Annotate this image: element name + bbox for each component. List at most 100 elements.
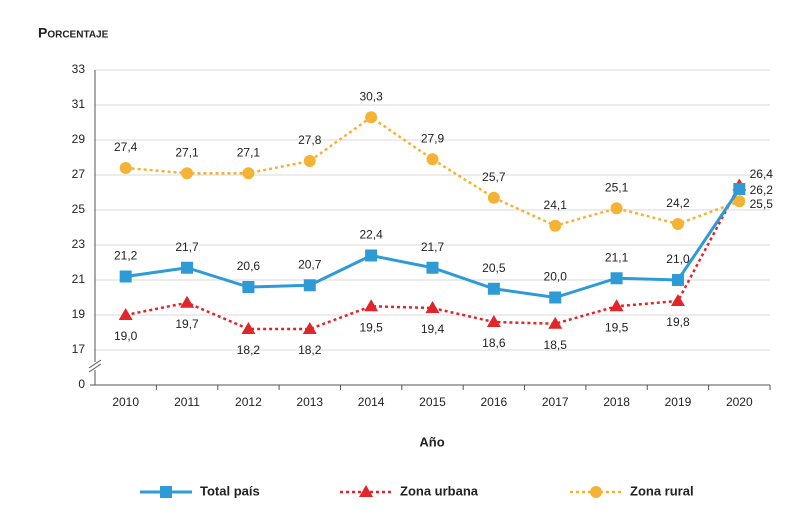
legend-label: Zona urbana: [400, 483, 479, 498]
marker: [671, 274, 684, 286]
marker: [425, 301, 440, 313]
marker: [242, 167, 255, 180]
marker: [302, 322, 317, 334]
x-tick-label: 2012: [235, 395, 262, 409]
data-label: 21,7: [421, 240, 445, 254]
data-label: 19,5: [359, 320, 383, 334]
data-label: 27,1: [237, 145, 261, 159]
data-label: 18,5: [544, 338, 568, 352]
series: 21,2 21,7 20,6 20,7 22,4 21,7 20,5 20,0 21,1 21,0…: [114, 183, 773, 304]
marker: [733, 183, 746, 195]
marker: [590, 486, 602, 498]
x-tick-label: 2019: [665, 395, 692, 409]
data-label: 21,1: [605, 250, 629, 264]
data-label: 27,9: [421, 131, 445, 145]
data-label: 18,2: [237, 343, 261, 357]
data-label: 27,4: [114, 140, 138, 154]
marker: [241, 322, 256, 334]
data-label: 19,5: [605, 320, 629, 334]
x-tick-label: 2020: [726, 395, 753, 409]
y-tick-label: 17: [72, 342, 86, 356]
data-label: 21,7: [175, 240, 199, 254]
marker: [487, 282, 500, 295]
marker: [364, 299, 379, 312]
y-axis-label: Porcentaje: [38, 25, 109, 41]
data-label: 22,4: [359, 228, 383, 242]
marker: [365, 249, 378, 262]
data-label: 20,7: [298, 257, 322, 271]
y-tick-label: 31: [72, 97, 86, 111]
data-label: 18,2: [298, 343, 322, 357]
marker: [119, 162, 132, 174]
data-label: 27,8: [298, 133, 322, 147]
legend-label: Zona rural: [630, 483, 694, 498]
marker: [670, 294, 685, 306]
marker: [359, 485, 373, 497]
data-label: 25,1: [605, 180, 629, 194]
data-label: 26,4: [750, 167, 774, 181]
data-label: 20,0: [544, 270, 568, 284]
data-label: 26,2: [750, 183, 774, 197]
marker: [487, 191, 500, 204]
y-tick-label: 29: [72, 132, 86, 146]
y-tick-label: 21: [72, 272, 86, 286]
y-tick-label: 19: [72, 307, 86, 321]
data-label: 19,8: [666, 315, 690, 329]
y-tick-label: 23: [72, 237, 86, 251]
data-label: 19,0: [114, 329, 138, 343]
marker: [180, 295, 195, 308]
marker: [733, 195, 746, 208]
data-label: 25,5: [750, 197, 774, 211]
marker: [160, 486, 172, 498]
data-label: 25,7: [482, 170, 506, 184]
y-tick-label: 25: [72, 202, 86, 216]
data-label: 20,5: [482, 261, 506, 275]
marker: [181, 167, 194, 180]
data-label: 21,2: [114, 249, 138, 263]
y-tick-label: 27: [72, 167, 86, 181]
data-label: 20,6: [237, 259, 261, 273]
marker: [486, 315, 501, 327]
data-label: 24,1: [544, 198, 568, 212]
marker: [365, 111, 378, 124]
marker: [118, 308, 133, 320]
marker: [181, 261, 194, 274]
series: 27,4 27,1 27,1 27,8 30,3 27,9 25,7 24,1 25,1 24,2…: [114, 89, 774, 232]
x-tick-label: 2017: [542, 395, 569, 409]
y-tick-label: 0: [78, 377, 85, 391]
x-tick-label: 2018: [603, 395, 630, 409]
marker: [303, 279, 316, 292]
series: 19,0 19,7 18,2 18,2 19,5 19,4 18,6 18,5 19,5 19,8…: [114, 167, 773, 357]
axis-break: [88, 359, 102, 369]
data-label: 19,7: [175, 317, 199, 331]
marker: [426, 261, 439, 274]
marker: [671, 218, 684, 230]
legend-label: Total país: [200, 483, 260, 498]
marker: [610, 272, 623, 285]
data-label: 24,2: [666, 196, 690, 210]
marker: [549, 219, 562, 232]
marker: [609, 299, 624, 312]
x-tick-label: 2011: [174, 395, 200, 409]
x-tick-label: 2010: [112, 395, 139, 409]
data-label: 19,4: [421, 322, 445, 336]
y-tick-label: 33: [72, 62, 86, 76]
marker: [303, 155, 316, 167]
marker: [242, 281, 255, 293]
x-tick-label: 2016: [481, 395, 508, 409]
series-line: [125, 115, 740, 228]
x-tick-label: 2014: [358, 395, 385, 409]
marker: [426, 153, 439, 166]
data-label: 30,3: [359, 89, 383, 103]
marker: [549, 291, 562, 304]
marker: [119, 270, 132, 283]
axis-break: [88, 363, 102, 373]
marker: [548, 316, 563, 329]
data-label: 27,1: [175, 145, 199, 159]
x-tick-label: 2013: [296, 395, 323, 409]
data-label: 18,6: [482, 336, 506, 350]
marker: [610, 202, 623, 215]
axis-break-gap: [89, 362, 101, 370]
x-tick-label: 2015: [419, 395, 446, 409]
